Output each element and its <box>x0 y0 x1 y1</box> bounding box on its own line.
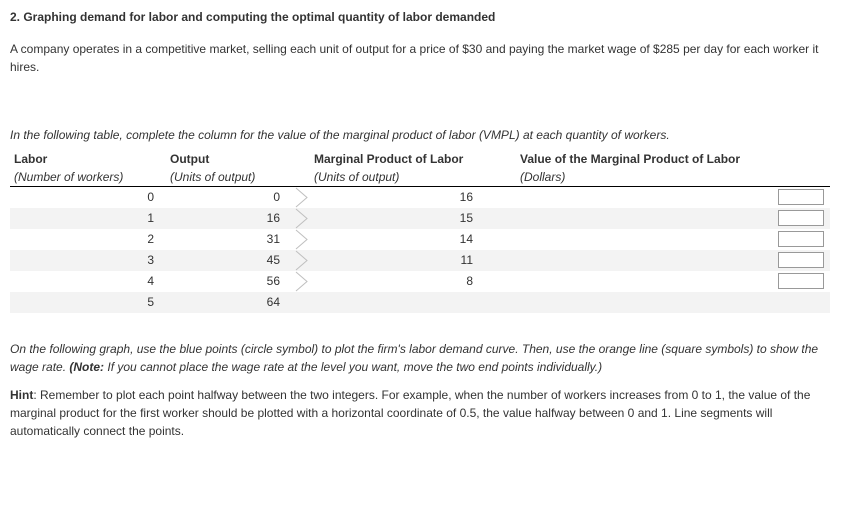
header-output-sub: (Units of output) <box>170 168 290 186</box>
cell-labor: 2 <box>14 229 162 250</box>
cell-labor: 3 <box>14 250 162 271</box>
table-body: 0 0 1 16 2 31 3 45 4 56 5 64 16 <box>10 187 830 313</box>
cell-output: 56 <box>170 271 288 292</box>
header-output-main: Output <box>170 150 290 168</box>
cell-output: 31 <box>170 229 288 250</box>
cell-mpl: 11 <box>413 250 473 271</box>
cell-output: 64 <box>170 292 288 313</box>
header-mpl-sub: (Units of output) <box>314 168 504 186</box>
header-labor-sub: (Number of workers) <box>14 168 164 186</box>
vmpl-input[interactable] <box>778 273 824 289</box>
cell-mpl: 8 <box>413 271 473 292</box>
table-row: 16 <box>293 187 830 208</box>
header-vmpl-sub: (Dollars) <box>520 168 800 186</box>
hint-text: : Remember to plot each point halfway be… <box>10 388 810 438</box>
intro-paragraph: A company operates in a competitive mark… <box>10 40 833 76</box>
cell-output: 45 <box>170 250 288 271</box>
cell-output: 0 <box>170 187 288 208</box>
cell-labor: 1 <box>14 208 162 229</box>
table-row: 8 <box>293 271 830 292</box>
header-mpl: Marginal Product of Labor (Units of outp… <box>314 150 504 186</box>
cell-mpl: 16 <box>413 187 473 208</box>
table-row: 15 <box>293 208 830 229</box>
cell-mpl: 14 <box>413 229 473 250</box>
cell-labor: 4 <box>14 271 162 292</box>
header-vmpl-main: Value of the Marginal Product of Labor <box>520 150 800 168</box>
vmpl-input[interactable] <box>778 210 824 226</box>
table-instruction: In the following table, complete the col… <box>10 126 833 144</box>
vmpl-input[interactable] <box>778 189 824 205</box>
vmpl-input[interactable] <box>778 252 824 268</box>
table-row: 11 <box>293 250 830 271</box>
cell-output: 16 <box>170 208 288 229</box>
table-row: 5 64 <box>10 292 830 313</box>
hint-label: Hint <box>10 388 33 402</box>
header-mpl-main: Marginal Product of Labor <box>314 150 504 168</box>
table-row: 14 <box>293 229 830 250</box>
header-labor-main: Labor <box>14 150 164 168</box>
cell-labor: 5 <box>14 292 162 313</box>
cell-labor: 0 <box>14 187 162 208</box>
graph-instruction: On the following graph, use the blue poi… <box>10 340 833 376</box>
question-title: 2. Graphing demand for labor and computi… <box>10 8 833 26</box>
cell-mpl: 15 <box>413 208 473 229</box>
note-label: (Note: <box>69 360 104 374</box>
vmpl-input[interactable] <box>778 231 824 247</box>
table-header-row: Labor (Number of workers) Output (Units … <box>10 150 830 187</box>
vmpl-table: Labor (Number of workers) Output (Units … <box>10 150 830 310</box>
header-labor: Labor (Number of workers) <box>14 150 164 186</box>
note-text: If you cannot place the wage rate at the… <box>104 360 602 374</box>
header-vmpl: Value of the Marginal Product of Labor (… <box>520 150 800 186</box>
hint-paragraph: Hint: Remember to plot each point halfwa… <box>10 386 833 440</box>
header-output: Output (Units of output) <box>170 150 290 186</box>
